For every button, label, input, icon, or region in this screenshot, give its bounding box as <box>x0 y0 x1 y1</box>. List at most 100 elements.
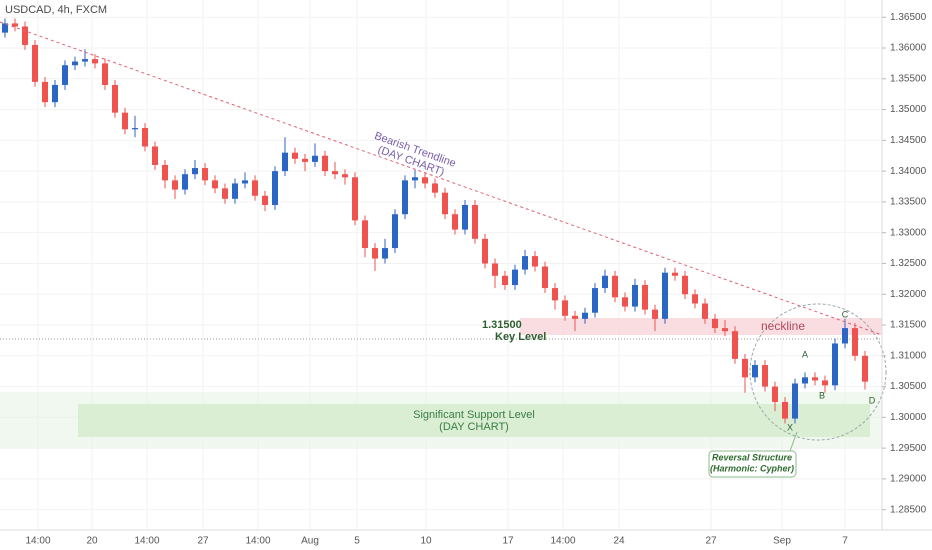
candle-body <box>862 355 868 382</box>
candle-body <box>112 84 118 113</box>
y-tick-label: 1.34000 <box>890 166 927 177</box>
candle-body <box>42 81 48 103</box>
candle-body <box>342 174 348 178</box>
candle-body <box>452 214 458 230</box>
candle-body <box>402 180 408 215</box>
point-label: X <box>787 422 793 432</box>
x-tick-label: Sep <box>773 536 791 547</box>
candle-body <box>462 204 468 230</box>
candle-body <box>102 63 108 85</box>
key-level: Key Level <box>495 331 546 343</box>
candle-body <box>812 377 818 381</box>
candle-body <box>552 288 558 301</box>
candles <box>2 18 868 424</box>
candle-body <box>32 44 38 82</box>
x-tick-label: 14:00 <box>25 536 50 547</box>
candle-body <box>232 183 238 199</box>
candle-body <box>762 365 768 387</box>
y-tick-label: 1.29500 <box>890 443 927 454</box>
support-label: Significant Support Level <box>413 409 535 421</box>
candle-body <box>582 312 588 319</box>
reversal-pointer <box>789 431 798 452</box>
x-tick-label: 14:00 <box>245 536 270 547</box>
candle-body <box>332 171 338 175</box>
neckline-label: neckline <box>761 319 805 333</box>
candle-body <box>422 177 428 184</box>
candle-body <box>682 275 688 295</box>
candle-body <box>442 192 448 215</box>
candle-body <box>122 112 128 130</box>
pattern-circle <box>749 303 887 441</box>
candle-body <box>602 275 608 289</box>
candle-body <box>492 263 498 276</box>
candle-body <box>62 65 68 85</box>
candle-body <box>732 331 738 359</box>
candle-body <box>522 256 528 270</box>
reversal-label: Reversal Structure <box>712 452 792 462</box>
candle-body <box>652 309 658 319</box>
candle-body <box>472 204 478 239</box>
x-tick-label: Aug <box>301 536 319 547</box>
y-tick-label: 1.30500 <box>890 381 927 392</box>
x-tick-label: 20 <box>86 536 98 547</box>
candle-body <box>312 155 318 162</box>
candle-body <box>852 328 858 356</box>
point-label: D <box>869 395 876 405</box>
candle-body <box>632 285 638 307</box>
support-zone <box>78 404 870 437</box>
chart-title: USDCAD, 4h, FXCM <box>5 4 107 16</box>
candle-body <box>822 380 828 386</box>
candle-body <box>772 386 778 402</box>
candle-body <box>52 84 58 103</box>
candle-body <box>22 26 28 45</box>
y-tick-label: 1.32500 <box>890 258 927 269</box>
candle-body <box>362 220 368 249</box>
candle-body <box>372 248 378 259</box>
candle-body <box>622 297 628 307</box>
candle-body <box>262 195 268 205</box>
candle-body <box>152 146 158 165</box>
reversal-note: (Harmonic: Cypher) <box>710 463 794 473</box>
candle-body <box>182 174 188 190</box>
candle-body <box>392 214 398 249</box>
candle-body <box>92 59 98 64</box>
y-tick-label: 1.33500 <box>890 197 927 208</box>
candle-body <box>642 285 648 310</box>
reversal-box <box>708 450 797 478</box>
y-tick-label: 1.32000 <box>890 289 927 300</box>
candle-body <box>842 328 848 344</box>
candle-body <box>302 158 308 162</box>
x-tick-label: 27 <box>197 536 209 547</box>
y-tick-label: 1.36000 <box>890 43 927 54</box>
y-tick-label: 1.35500 <box>890 73 927 84</box>
candle-body <box>752 365 758 378</box>
candle-body <box>192 168 198 175</box>
candle-body <box>672 272 678 276</box>
candle-body <box>702 303 708 319</box>
point-label: C <box>842 309 849 319</box>
candle-body <box>792 383 798 419</box>
x-tick-label: 14:00 <box>134 536 159 547</box>
x-tick-label: 7 <box>842 536 848 547</box>
candle-body <box>542 266 548 289</box>
x-tick-label: 5 <box>354 536 360 547</box>
candle-body <box>782 401 788 419</box>
candle-body <box>72 61 78 66</box>
candle-body <box>592 288 598 313</box>
y-tick-label: 1.31500 <box>890 320 927 331</box>
candle-body <box>722 328 728 332</box>
x-tick-label: 17 <box>502 536 514 547</box>
candle-body <box>612 275 618 298</box>
candle-body <box>532 256 538 267</box>
y-tick-label: 1.29000 <box>890 474 927 485</box>
candle-body <box>292 152 298 159</box>
candle-body <box>142 128 148 147</box>
candle-body <box>802 377 808 384</box>
y-tick-label: 1.31000 <box>890 350 927 361</box>
candle-body <box>162 164 168 181</box>
candle-body <box>432 183 438 193</box>
candle-body <box>512 269 518 286</box>
candle-body <box>242 180 248 184</box>
candle-body <box>412 177 418 181</box>
